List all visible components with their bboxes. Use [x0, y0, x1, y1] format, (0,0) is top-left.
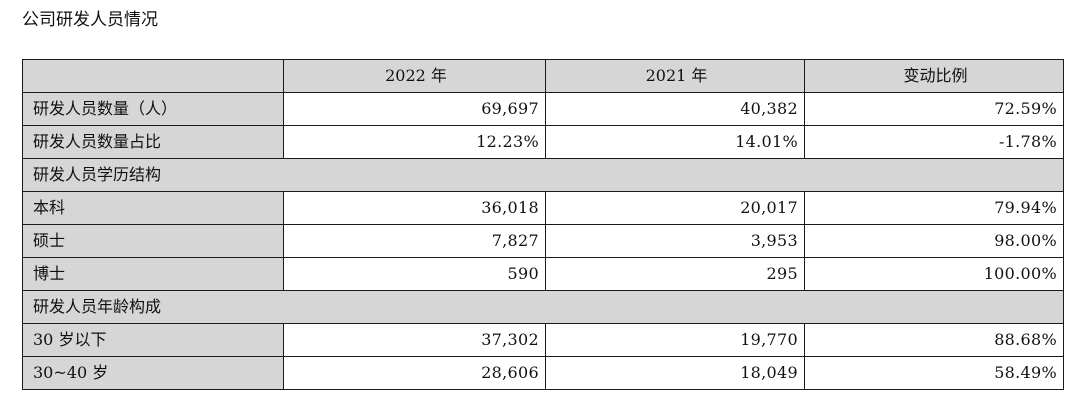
row-label: 30~40 岁 [22, 356, 284, 390]
cell-2021: 20,017 [545, 191, 805, 225]
cell-2021: 14.01% [545, 125, 805, 159]
header-label-cell [22, 59, 284, 93]
section-label: 研发人员年龄构成 [22, 290, 1064, 324]
table-row: 30 岁以下 37,302 19,770 88.68% [22, 323, 1064, 357]
cell-2022: 590 [283, 257, 546, 291]
cell-change: 100.00% [804, 257, 1064, 291]
cell-2022: 28,606 [283, 356, 546, 390]
cell-2021: 40,382 [545, 92, 805, 126]
rd-staff-table: 2022 年 2021 年 变动比例 研发人员数量（人） 69,697 40,3… [22, 59, 1064, 390]
table-row: 研发人员数量（人） 69,697 40,382 72.59% [22, 92, 1064, 126]
cell-2021: 18,049 [545, 356, 805, 390]
header-2021: 2021 年 [545, 59, 805, 93]
cell-change: 98.00% [804, 224, 1064, 258]
cell-2022: 12.23% [283, 125, 546, 159]
section-row-education: 研发人员学历结构 [22, 158, 1064, 192]
cell-2022: 7,827 [283, 224, 546, 258]
row-label: 硕士 [22, 224, 284, 258]
table-row: 博士 590 295 100.00% [22, 257, 1064, 291]
table-row: 本科 36,018 20,017 79.94% [22, 191, 1064, 225]
row-label: 研发人员数量（人） [22, 92, 284, 126]
cell-change: 88.68% [804, 323, 1064, 357]
cell-change: 72.59% [804, 92, 1064, 126]
table-row: 硕士 7,827 3,953 98.00% [22, 224, 1064, 258]
section-label: 研发人员学历结构 [22, 158, 1064, 192]
row-label: 研发人员数量占比 [22, 125, 284, 159]
section-row-age: 研发人员年龄构成 [22, 290, 1064, 324]
page-title: 公司研发人员情况 [22, 10, 158, 30]
table-header-row: 2022 年 2021 年 变动比例 [22, 59, 1064, 93]
cell-change: 58.49% [804, 356, 1064, 390]
cell-2022: 36,018 [283, 191, 546, 225]
row-label: 博士 [22, 257, 284, 291]
cell-change: 79.94% [804, 191, 1064, 225]
header-change-ratio: 变动比例 [804, 59, 1064, 93]
table-row: 研发人员数量占比 12.23% 14.01% -1.78% [22, 125, 1064, 159]
row-label: 30 岁以下 [22, 323, 284, 357]
cell-2021: 3,953 [545, 224, 805, 258]
cell-2022: 37,302 [283, 323, 546, 357]
cell-2021: 19,770 [545, 323, 805, 357]
table-row: 30~40 岁 28,606 18,049 58.49% [22, 356, 1064, 390]
cell-2022: 69,697 [283, 92, 546, 126]
cell-2021: 295 [545, 257, 805, 291]
header-2022: 2022 年 [283, 59, 546, 93]
row-label: 本科 [22, 191, 284, 225]
cell-change: -1.78% [804, 125, 1064, 159]
